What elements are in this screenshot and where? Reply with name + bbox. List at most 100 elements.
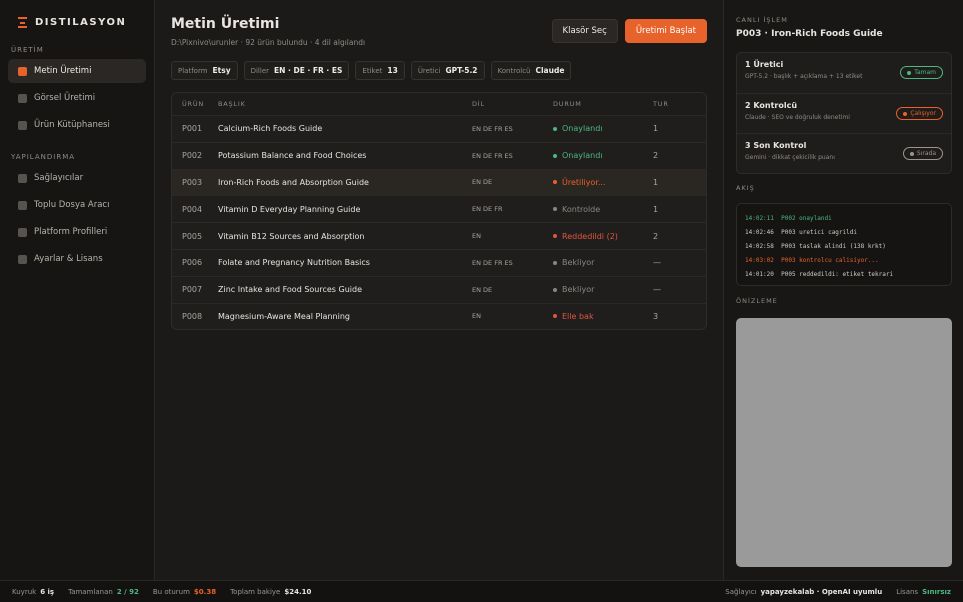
cell: 1	[653, 177, 659, 187]
cell: Calcium-Rich Foods Guide	[218, 124, 323, 134]
cell: P006	[182, 258, 203, 268]
table-row[interactable]: P006 Folate and Pregnancy Nutrition Basic…	[172, 248, 706, 276]
step-badge: Tamam	[900, 66, 943, 79]
step-desc: Claude · SEO ve doğruluk denetimi	[745, 114, 850, 121]
status-value: yapayzekalab · OpenAI uyumlu	[760, 587, 883, 596]
right-panel: CANLI İŞLEM P003 · Iron-Rich Foods Guide…	[723, 0, 963, 580]
status-dot	[553, 234, 557, 239]
chip-label: Üretici	[417, 66, 441, 75]
chip[interactable]: Kontrolcü Claude	[490, 61, 572, 80]
preview	[736, 318, 952, 567]
status-dot	[553, 153, 557, 158]
cell: Vitamin B12 Sources and Absorption	[218, 231, 365, 241]
nav-item[interactable]: Platform Profilleri	[8, 220, 146, 244]
chip[interactable]: Platform Etsy	[171, 61, 238, 80]
status-text: Bekliyor	[562, 258, 595, 268]
log-line: 14:03:02 P003 kontrolcu calisiyor...	[745, 257, 879, 264]
badge-text: Tamam	[914, 69, 936, 76]
step-desc: GPT-5.2 · başlık + açıklama + 13 etiket	[745, 73, 863, 80]
status-text: Kontrolde	[562, 204, 601, 214]
status-text: Elle bak	[562, 311, 594, 321]
nav-item[interactable]: Ayarlar & Lisans	[8, 247, 146, 271]
table-row[interactable]: P004 Vitamin D Everyday Planning Guide EN …	[172, 195, 706, 222]
steps: 1 Üretici GPT-5.2 · başlık + açıklama + 1…	[736, 52, 952, 174]
status-text: Üretiliyor...	[562, 177, 606, 187]
cell: Vitamin D Everyday Planning Guide	[218, 204, 361, 214]
status-text: Reddedildi (2)	[562, 231, 618, 241]
status-text: Onaylandı	[562, 151, 603, 161]
cell: 2	[653, 151, 659, 161]
status-text: Onaylandı	[562, 124, 603, 134]
cell: P003	[182, 177, 203, 187]
chip[interactable]: Üretici GPT-5.2	[410, 61, 485, 80]
nav-item[interactable]: Görsel Üretimi	[8, 86, 146, 110]
step-badge: Sırada	[902, 147, 943, 160]
chip-label: Etiket	[362, 66, 383, 75]
table-row[interactable]: P005 Vitamin B12 Sources and Absorption EN…	[172, 222, 706, 249]
nav-icon	[18, 200, 27, 210]
cell: P007	[182, 285, 203, 295]
brand: DISTILASYON	[8, 14, 146, 30]
cell: P005	[182, 231, 203, 241]
step-name: 3 Son Kontrol	[745, 141, 807, 150]
chip-label: Kontrolcü	[497, 66, 531, 75]
table-row[interactable]: P001 Calcium-Rich Foods Guide EN DE FR ES O…	[172, 115, 706, 142]
cell: —	[653, 258, 661, 268]
status-item: Lisans Sınırsız	[896, 588, 951, 596]
nav-label: Metin Üretimi	[34, 66, 92, 76]
nav-label: Toplu Dosya Aracı	[34, 200, 110, 210]
chip[interactable]: Etiket 13	[355, 61, 405, 80]
table-row[interactable]: P007 Zinc Intake and Food Sources Guide EN…	[172, 275, 706, 303]
nav-item[interactable]: Sağlayıcılar	[8, 166, 146, 190]
cell: EN DE	[472, 178, 493, 187]
cell: P008	[182, 311, 203, 321]
status: Üretiliyor...	[553, 178, 653, 187]
cell: EN	[472, 312, 481, 321]
section-label: ÜRETİM	[11, 46, 44, 54]
status-label: Kuyruk	[12, 587, 37, 596]
chip-value: Etsy	[212, 66, 231, 75]
cell: EN DE FR ES	[472, 258, 513, 267]
button[interactable]: Klasör Seç	[551, 19, 618, 43]
status-value: 2 / 92	[116, 587, 139, 596]
status-label: Toplam bakiye	[230, 587, 281, 596]
status-dot	[553, 180, 557, 185]
sidebar: DISTILASYON ÜRETİM Metin Üretimi Görsel Ür…	[0, 0, 155, 580]
section-label: YAPILANDIRMA	[11, 153, 76, 161]
status: Onaylandı	[553, 151, 653, 160]
status-left: Kuyruk 6 iş Tamamlanan 2 / 92 Bu oturum $0.38…	[12, 588, 311, 596]
button[interactable]: Üretimi Başlat	[624, 19, 707, 43]
chip-value: Claude	[535, 66, 565, 75]
cell: Magnesium-Aware Meal Planning	[218, 311, 350, 321]
nav-item[interactable]: Ürün Kütüphanesi	[8, 113, 146, 137]
column-header: DİL	[472, 100, 485, 108]
step: 3 Son Kontrol Gemini · dikkat çekicilik p…	[737, 133, 951, 173]
flow-label: AKIŞ	[736, 184, 755, 192]
status: Reddedildi (2)	[553, 232, 653, 241]
chip[interactable]: Diller EN · DE · FR · ES	[243, 61, 350, 80]
nav-item[interactable]: Metin Üretimi	[8, 59, 146, 83]
log: 14:02:11 P002 onaylandi 14:02:46 P003 ure…	[736, 203, 952, 286]
table-row[interactable]: P008 Magnesium-Aware Meal Planning EN Elle …	[172, 302, 706, 330]
cell: 2	[653, 231, 659, 241]
nav-item[interactable]: Toplu Dosya Aracı	[8, 193, 146, 217]
column-header: BAŞLIK	[218, 100, 246, 108]
table-row[interactable]: P003 Iron-Rich Foods and Absorption Guide…	[172, 168, 706, 196]
status-value: $24.10	[284, 587, 312, 596]
toolbar: Klasör Seç Üretimi Başlat	[551, 19, 707, 43]
status: Elle bak	[553, 312, 653, 321]
status: Onaylandı	[553, 124, 653, 133]
status-bar: Kuyruk 6 iş Tamamlanan 2 / 92 Bu oturum $0.38…	[0, 580, 963, 602]
status-dot	[553, 126, 557, 131]
live-title: P003 · Iron-Rich Foods Guide	[736, 29, 883, 39]
step: 1 Üretici GPT-5.2 · başlık + açıklama + 1…	[737, 53, 951, 93]
status-label: Tamamlanan	[68, 587, 113, 596]
cell: 1	[653, 124, 659, 134]
table-row[interactable]: P002 Potassium Balance and Food Choices EN…	[172, 141, 706, 169]
status-label: Bu oturum	[152, 587, 190, 596]
cell: EN DE FR ES	[472, 151, 513, 160]
preview-label: ÖNİZLEME	[736, 297, 778, 305]
log-line: 14:01:20 P005 reddedildi: etiket tekrari	[745, 271, 894, 278]
nav-label: Ürün Kütüphanesi	[34, 120, 110, 130]
